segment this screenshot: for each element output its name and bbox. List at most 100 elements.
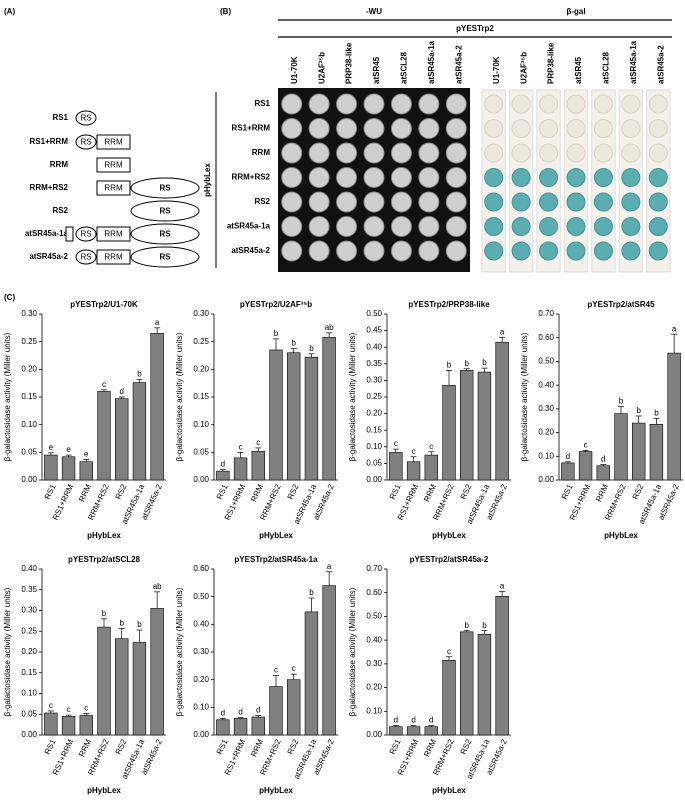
x-tick-label: RS1 xyxy=(215,737,230,755)
x-tick-label: RS1 xyxy=(388,737,403,755)
colony xyxy=(621,143,641,163)
significance-letter: b xyxy=(137,369,142,378)
colony xyxy=(539,94,559,114)
bar xyxy=(667,352,681,481)
row-label: atSR45a-2 xyxy=(231,246,270,255)
y-tick-label: 0.25 xyxy=(21,337,37,346)
significance-letter: b xyxy=(464,621,469,630)
y-tick-label: 0.30 xyxy=(538,404,554,413)
colony xyxy=(281,240,303,262)
chart-title: pYESTrp2/atSR45 xyxy=(587,300,655,309)
significance-letter: c xyxy=(84,704,88,713)
block-header: β-gal xyxy=(566,7,585,16)
colony xyxy=(539,217,559,236)
colony xyxy=(566,119,586,138)
x-tick-label: RS2 xyxy=(114,482,129,500)
panel-label: (C) xyxy=(4,293,15,302)
colony xyxy=(308,191,330,213)
x-tick-label: RS2 xyxy=(459,482,474,500)
y-tick-label: 0.30 xyxy=(193,647,209,656)
colony xyxy=(336,167,358,188)
bar xyxy=(132,642,147,736)
y-tick-label: 0.40 xyxy=(538,380,554,389)
colony xyxy=(621,168,641,187)
bar xyxy=(442,659,456,736)
row-axis-label: pHybLex xyxy=(203,163,212,197)
row-label: RRM xyxy=(252,148,271,157)
chart-title: pYESTrp2/atSCL28 xyxy=(68,555,141,564)
bar xyxy=(322,336,336,481)
x-axis-label: pHybLex xyxy=(432,531,466,540)
column-label: atSCL28 xyxy=(400,51,409,84)
x-tick-label: RS1 xyxy=(43,737,58,755)
colony xyxy=(648,143,668,163)
y-tick-label: 0.20 xyxy=(366,683,382,692)
colony xyxy=(593,119,613,138)
bar xyxy=(477,633,492,736)
colony xyxy=(390,240,412,262)
y-tick-label: 0.40 xyxy=(366,635,382,644)
column-label: atSR45a-2 xyxy=(656,45,665,84)
colony xyxy=(308,216,330,237)
bar xyxy=(304,356,319,481)
colony xyxy=(539,192,559,212)
colony xyxy=(593,241,613,261)
y-tick-label: 0.40 xyxy=(21,564,37,573)
significance-letter: b xyxy=(291,338,296,347)
row-label: RRM+RS2 xyxy=(232,173,271,182)
significance-letter: a xyxy=(327,562,332,571)
row-label: RS2 xyxy=(254,197,270,206)
colony xyxy=(593,168,613,187)
column-label: atSCL28 xyxy=(602,51,611,84)
construct-name: RRM xyxy=(50,160,69,169)
colony xyxy=(281,167,303,188)
y-tick-label: 0.10 xyxy=(366,706,382,715)
significance-letter: b xyxy=(274,329,279,338)
y-tick-label: 0.50 xyxy=(193,592,209,601)
y-tick-label: 0.40 xyxy=(193,619,209,628)
bar xyxy=(322,585,336,736)
rrm-domain xyxy=(96,249,131,265)
significance-letter: c xyxy=(102,380,106,389)
significance-letter: b xyxy=(102,609,107,618)
y-tick-label: 0.20 xyxy=(538,428,554,437)
y-tick-label: 0.25 xyxy=(21,626,37,635)
bar xyxy=(495,595,509,736)
bar xyxy=(424,726,438,736)
rs-domain xyxy=(130,177,200,199)
significance-letter: d xyxy=(411,716,415,725)
bar xyxy=(233,457,248,481)
colony xyxy=(281,191,303,213)
bar xyxy=(269,349,283,481)
y-tick-label: 0.60 xyxy=(366,588,382,597)
domain-label: RRM xyxy=(104,253,123,262)
colony xyxy=(621,217,641,236)
colony xyxy=(484,168,504,187)
colony xyxy=(539,143,559,163)
y-tick-label: 0.70 xyxy=(538,309,554,318)
column-label: PRP38-like xyxy=(345,42,354,84)
column-label: U1-70K xyxy=(290,56,299,84)
colony xyxy=(648,119,668,138)
significance-letter: b xyxy=(619,397,624,406)
significance-letter: a xyxy=(672,324,677,333)
y-tick-label: 0.15 xyxy=(21,392,37,401)
rs-domain xyxy=(130,200,200,222)
column-label: atSR45 xyxy=(372,56,381,84)
chart-title: pYESTrp2/U2AF³⁵b xyxy=(240,300,312,309)
colony xyxy=(281,93,303,115)
bar xyxy=(287,679,301,736)
span-header: pYESTrp2 xyxy=(456,24,494,33)
bar xyxy=(442,385,456,481)
bar xyxy=(132,382,147,481)
significance-letter: a xyxy=(155,318,160,327)
y-tick-label: 0.05 xyxy=(366,459,382,468)
y-axis-label: β-galactosidase activity (Miller units) xyxy=(348,587,357,716)
colony xyxy=(621,192,641,212)
y-tick-label: 0.00 xyxy=(366,730,382,739)
colony xyxy=(539,241,559,261)
rs-domain xyxy=(130,246,200,268)
colony xyxy=(539,119,559,138)
bar xyxy=(561,462,575,481)
colony xyxy=(621,241,641,261)
